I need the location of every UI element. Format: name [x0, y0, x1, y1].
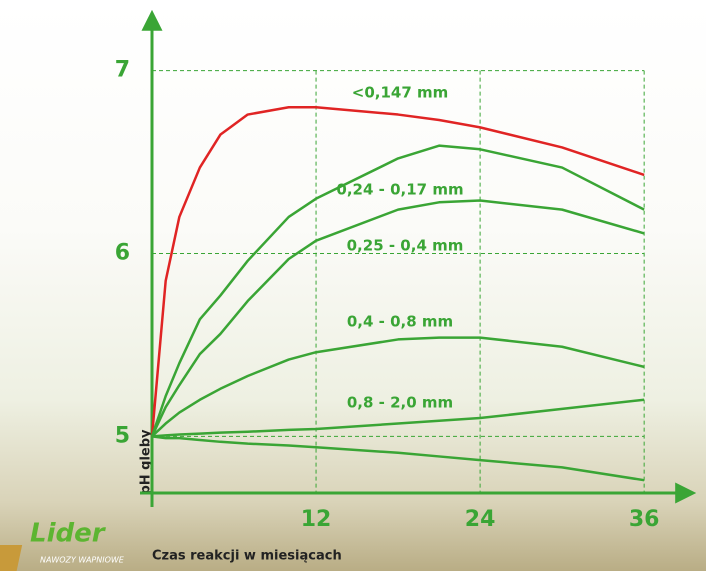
- series-label: 0,24 - 0,17 mm: [336, 181, 463, 199]
- series-label: <0,147 mm: [352, 84, 449, 102]
- series-line: [152, 338, 644, 437]
- logo-name: Lider: [30, 519, 107, 549]
- series-label: 0,4 - 0,8 mm: [347, 313, 453, 331]
- y-tick-label: 6: [115, 241, 130, 266]
- y-tick-label: 7: [115, 58, 130, 83]
- series-label: 0,25 - 0,4 mm: [347, 237, 464, 255]
- page: pH gleby Czas reakcji w miesiącach Lider…: [0, 0, 706, 571]
- x-tick-label: 24: [465, 507, 496, 532]
- chart: pH gleby Czas reakcji w miesiącach Lider…: [0, 0, 706, 571]
- x-tick-label: 36: [629, 507, 660, 532]
- x-tick-label: 12: [301, 507, 332, 532]
- logo-band: [0, 545, 22, 571]
- y-tick-label: 5: [115, 423, 130, 448]
- series-label: 0,8 - 2,0 mm: [347, 394, 453, 412]
- series-line: [152, 436, 644, 480]
- x-axis-label: Czas reakcji w miesiącach: [152, 549, 342, 564]
- logo-tagline: NAWOZY WAPNIOWE: [40, 556, 125, 565]
